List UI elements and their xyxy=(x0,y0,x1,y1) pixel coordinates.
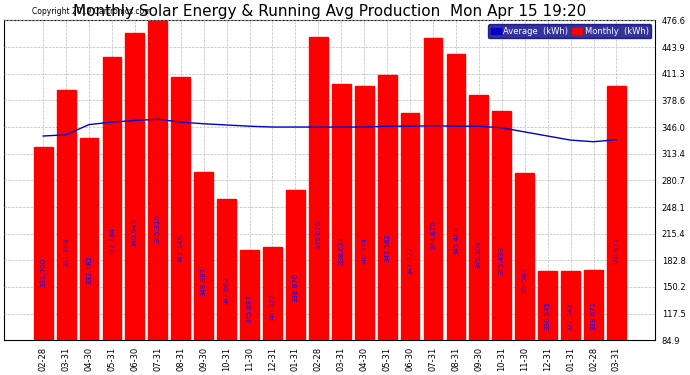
Text: 344.670: 344.670 xyxy=(430,220,436,249)
Text: 340.922: 340.922 xyxy=(270,293,275,322)
Bar xyxy=(377,75,397,340)
Text: 335.676: 335.676 xyxy=(315,220,322,249)
Text: 345.499: 345.499 xyxy=(499,246,505,274)
Bar xyxy=(332,84,351,340)
Bar xyxy=(469,95,489,340)
Text: 349.697: 349.697 xyxy=(201,267,207,296)
Bar xyxy=(148,21,167,340)
Text: 345.097: 345.097 xyxy=(246,294,253,323)
Bar xyxy=(240,250,259,340)
Text: 328.671: 328.671 xyxy=(613,237,620,266)
Bar xyxy=(57,90,75,340)
Text: 347.327: 347.327 xyxy=(407,246,413,275)
Bar xyxy=(538,271,557,340)
Bar xyxy=(34,147,52,340)
Bar xyxy=(446,54,465,340)
Text: 347.562: 347.562 xyxy=(384,233,390,262)
Text: 345.304: 345.304 xyxy=(476,240,482,269)
Text: 332.482: 332.482 xyxy=(86,255,92,284)
Text: 340.940: 340.940 xyxy=(132,218,138,247)
Bar xyxy=(171,77,190,340)
Text: 330.545: 330.545 xyxy=(544,302,551,330)
Text: 345.316: 345.316 xyxy=(155,214,161,243)
Text: 328.671: 328.671 xyxy=(591,301,597,330)
Text: 337.184: 337.184 xyxy=(109,227,115,256)
Bar xyxy=(263,247,282,340)
Title: Monthly Solar Energy & Running Avg Production  Mon Apr 15 19:20: Monthly Solar Energy & Running Avg Produ… xyxy=(73,4,586,19)
Bar xyxy=(401,113,420,340)
Text: Copyright 2019 Cartronics.com: Copyright 2019 Cartronics.com xyxy=(32,8,151,16)
Bar xyxy=(217,199,236,340)
Legend: Average  (kWh), Monthly  (kWh): Average (kWh), Monthly (kWh) xyxy=(488,24,651,39)
Bar xyxy=(584,270,603,340)
Bar xyxy=(493,111,511,340)
Text: 331.700: 331.700 xyxy=(40,258,46,287)
Text: 347.662: 347.662 xyxy=(224,276,230,305)
Bar xyxy=(424,38,442,340)
Bar xyxy=(286,190,305,340)
Text: 331.768: 331.768 xyxy=(63,238,69,267)
Bar xyxy=(126,33,144,340)
Bar xyxy=(607,87,626,340)
Text: 327.341: 327.341 xyxy=(568,302,573,331)
Bar xyxy=(355,86,373,340)
Text: 338.870: 338.870 xyxy=(293,273,298,302)
Text: 338.634: 338.634 xyxy=(338,236,344,265)
Bar xyxy=(515,173,534,340)
Bar xyxy=(309,38,328,340)
Text: 347.146: 347.146 xyxy=(178,234,184,263)
Text: 340.974: 340.974 xyxy=(361,237,367,266)
Text: 345.488: 345.488 xyxy=(453,226,459,255)
Bar xyxy=(195,172,213,340)
Bar xyxy=(561,272,580,340)
Bar xyxy=(79,138,99,340)
Text: 339.503: 339.503 xyxy=(522,267,528,296)
Bar xyxy=(103,57,121,340)
